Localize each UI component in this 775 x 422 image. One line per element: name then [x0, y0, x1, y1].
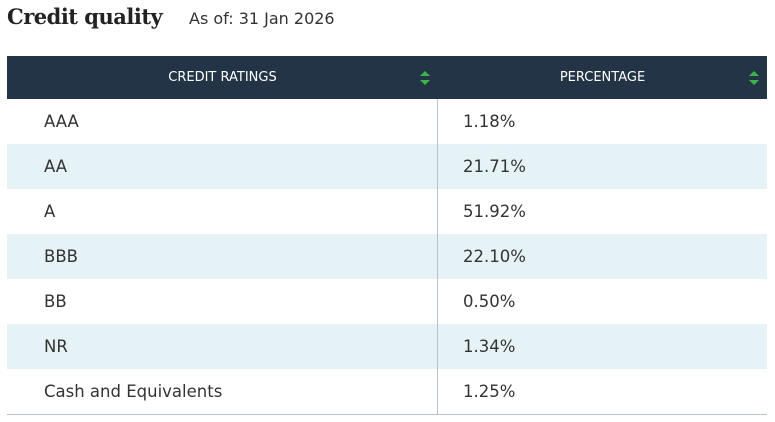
rating-cell: A	[7, 189, 438, 234]
rating-cell: AA	[7, 144, 438, 189]
table-row: AAA 1.18%	[7, 99, 767, 144]
percentage-cell: 0.50%	[463, 292, 516, 311]
column-label: CREDIT RATINGS	[168, 70, 277, 85]
column-header[interactable]: CREDIT RATINGS	[7, 56, 438, 99]
rating-cell: BB	[7, 279, 438, 324]
as-of-date: As of: 31 Jan 2026	[189, 9, 335, 28]
sort-icon[interactable]	[419, 70, 431, 86]
table-row: AA 21.71%	[7, 144, 767, 189]
percentage-cell: 22.10%	[463, 247, 526, 266]
table-row: Cash and Equivalents 1.25%	[7, 369, 767, 414]
percentage-cell: 1.34%	[463, 337, 516, 356]
title: Credit quality	[7, 4, 163, 29]
table-row: BB 0.50%	[7, 279, 767, 324]
table-row: BBB 22.10%	[7, 234, 767, 279]
table-row: NR 1.34%	[7, 324, 767, 369]
table: CREDIT RATINGS PERCENTAGE AAA 1.18% AA 21.7…	[7, 56, 767, 415]
table-body: AAA 1.18% AA 21.71% A 51.92% BBB 22.10% BB 0.50% N…	[7, 99, 767, 415]
table-header: CREDIT RATINGS PERCENTAGE	[7, 56, 767, 99]
column-header[interactable]: PERCENTAGE	[438, 56, 767, 99]
percentage-cell: 21.71%	[463, 157, 526, 176]
percentage-cell: 1.25%	[463, 382, 516, 401]
table-row: A 51.92%	[7, 189, 767, 234]
rating-cell: Cash and Equivalents	[7, 369, 438, 414]
column-label: PERCENTAGE	[559, 70, 646, 85]
rating-cell: AAA	[7, 99, 438, 144]
percentage-cell: 1.18%	[463, 112, 516, 131]
rating-cell: BBB	[7, 234, 438, 279]
rating-cell: NR	[7, 324, 438, 369]
sort-icon[interactable]	[748, 70, 760, 86]
percentage-cell: 51.92%	[463, 202, 526, 221]
